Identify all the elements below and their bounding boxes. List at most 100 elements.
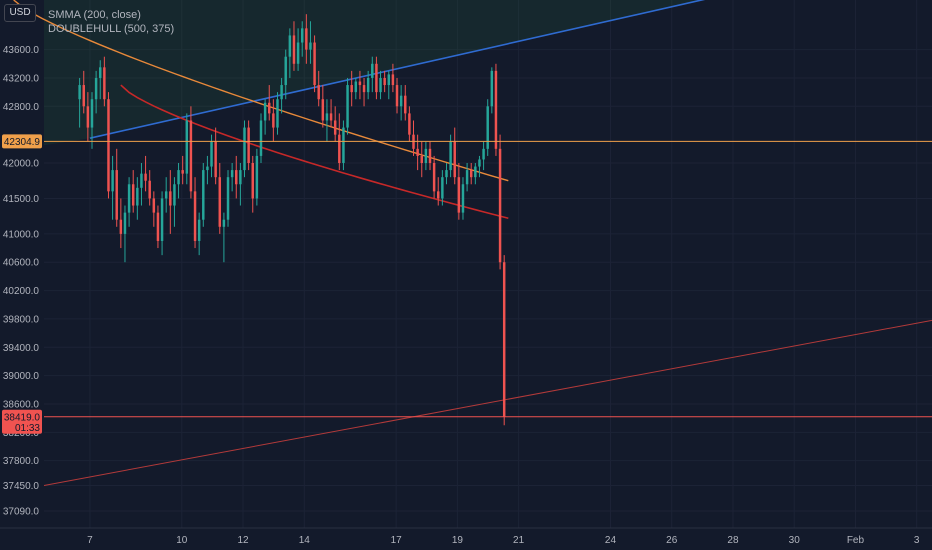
candle-body xyxy=(502,262,506,417)
candle-body xyxy=(222,219,226,227)
candle-body xyxy=(333,120,337,135)
candle-body xyxy=(490,70,494,107)
candle-body xyxy=(288,35,292,57)
candle-body xyxy=(478,159,481,167)
candle-body xyxy=(98,67,102,78)
doublehull-line xyxy=(120,84,509,220)
y-tick-label: 41500.0 xyxy=(3,194,40,205)
candle-body xyxy=(193,191,197,241)
x-tick-label: 24 xyxy=(605,535,617,546)
candle-body xyxy=(461,184,465,213)
y-tick-label: 40200.0 xyxy=(3,286,40,297)
price-marker-countdown: 01:33 xyxy=(15,423,40,434)
candle-body xyxy=(457,177,461,213)
candle-body xyxy=(169,191,172,206)
candle-body xyxy=(371,63,374,78)
doublehull-legend[interactable]: DOUBLEHULL (500, 375) xyxy=(48,23,175,35)
candle-body xyxy=(185,120,189,174)
y-tick-label: 42000.0 xyxy=(3,159,40,170)
candle-body xyxy=(218,177,222,227)
candle-body xyxy=(366,77,370,93)
candle-body xyxy=(313,42,316,86)
y-tick-label: 43600.0 xyxy=(3,45,40,56)
y-tick-label: 42800.0 xyxy=(3,102,40,113)
candle-body xyxy=(86,106,90,128)
candle-body xyxy=(309,42,312,50)
x-tick-label: 3 xyxy=(914,535,920,546)
candle-body xyxy=(197,219,201,241)
candle-body xyxy=(214,141,217,178)
candle-body xyxy=(160,198,164,241)
candle-body xyxy=(189,120,193,192)
candle-body xyxy=(305,28,308,50)
candle-body xyxy=(346,85,349,128)
candle-body xyxy=(296,42,300,64)
candle-body xyxy=(465,170,469,185)
candle-body xyxy=(263,102,267,121)
candle-body xyxy=(408,113,411,135)
candle-body xyxy=(127,184,131,213)
x-tick-label: 17 xyxy=(391,535,403,546)
candle-body xyxy=(140,173,143,188)
candle-body xyxy=(338,134,341,164)
candle-body xyxy=(379,77,382,93)
candle-body xyxy=(206,166,209,171)
candle-body xyxy=(111,170,114,192)
y-tick-label: 39800.0 xyxy=(3,314,40,325)
candle-body xyxy=(387,74,391,86)
candle-body xyxy=(420,155,423,164)
candle-body xyxy=(94,77,98,100)
candle-body xyxy=(329,113,333,121)
candle-body xyxy=(321,99,325,121)
candle-body xyxy=(123,212,127,234)
candle-body xyxy=(235,170,238,185)
y-tick-label: 40600.0 xyxy=(3,258,40,269)
candle-body xyxy=(82,85,85,107)
lower-trend-line xyxy=(43,319,932,486)
candle-body xyxy=(494,70,498,149)
candle-body xyxy=(202,170,205,220)
candle-body xyxy=(131,184,135,206)
candle-body xyxy=(284,56,287,86)
candle-body xyxy=(362,85,366,93)
y-tick-label: 37090.0 xyxy=(3,506,40,517)
price-marker-badge xyxy=(2,409,42,434)
price-marker-label: 38419.0 xyxy=(4,412,41,423)
candle-body xyxy=(152,198,156,213)
y-axis-panel xyxy=(0,0,44,550)
candle-body xyxy=(177,170,180,185)
candle-body xyxy=(156,212,160,241)
x-tick-label: 28 xyxy=(727,535,739,546)
candle-body xyxy=(144,173,147,181)
y-tick-label: 38600.0 xyxy=(3,399,40,410)
candle-body xyxy=(164,191,168,199)
candle-body xyxy=(276,99,279,128)
x-tick-label: 26 xyxy=(666,535,678,546)
indicator-legend: SMMA (200, close) DOUBLEHULL (500, 375) xyxy=(48,8,174,36)
candle-body xyxy=(474,166,477,178)
candle-body xyxy=(292,35,296,64)
candle-body xyxy=(432,163,436,192)
price-marker-label: 42304.9 xyxy=(4,137,41,148)
candle-body xyxy=(103,67,106,100)
candle-body xyxy=(453,141,456,178)
candle-body xyxy=(78,85,81,100)
smma-legend[interactable]: SMMA (200, close) xyxy=(48,9,141,21)
x-tick-label: 12 xyxy=(237,535,249,546)
candle-body xyxy=(115,170,118,220)
candle-body xyxy=(445,170,448,178)
x-tick-label: 14 xyxy=(299,535,311,546)
candle-body xyxy=(268,102,271,114)
currency-label[interactable]: USD xyxy=(4,4,36,22)
candle-body xyxy=(210,141,213,167)
candle-body xyxy=(230,170,234,178)
candle-body xyxy=(119,219,123,234)
candle-body xyxy=(482,148,485,160)
x-tick-label: 21 xyxy=(513,535,525,546)
candle-body xyxy=(280,85,283,100)
candle-body xyxy=(325,113,329,121)
candle-body xyxy=(226,177,230,220)
candle-body xyxy=(404,95,407,114)
candle-body xyxy=(441,177,444,199)
